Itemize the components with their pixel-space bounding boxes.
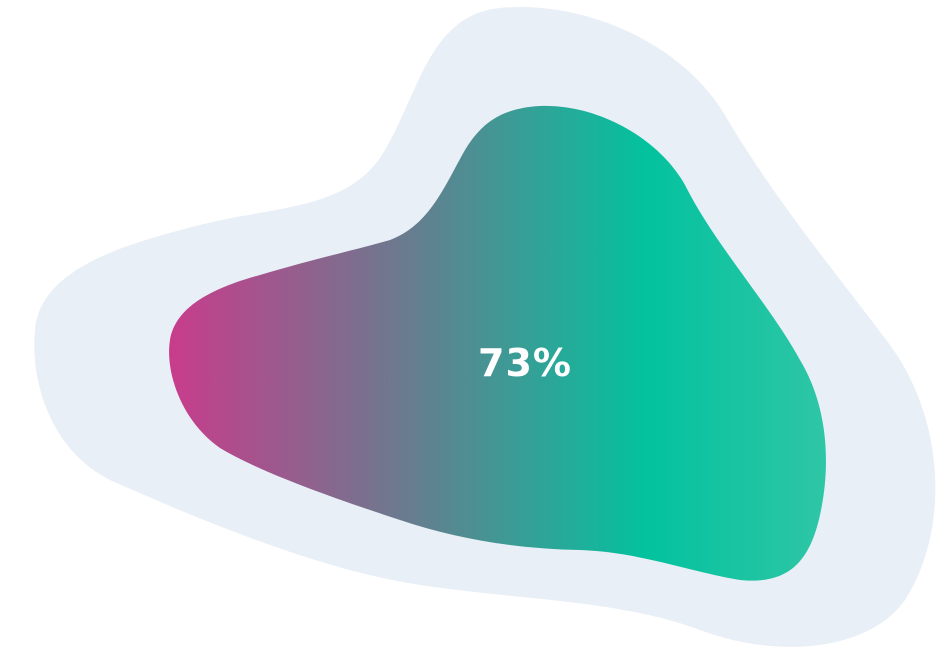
percentage-label: 73% bbox=[478, 341, 572, 385]
inner-gradient-blob-shape bbox=[169, 105, 826, 581]
